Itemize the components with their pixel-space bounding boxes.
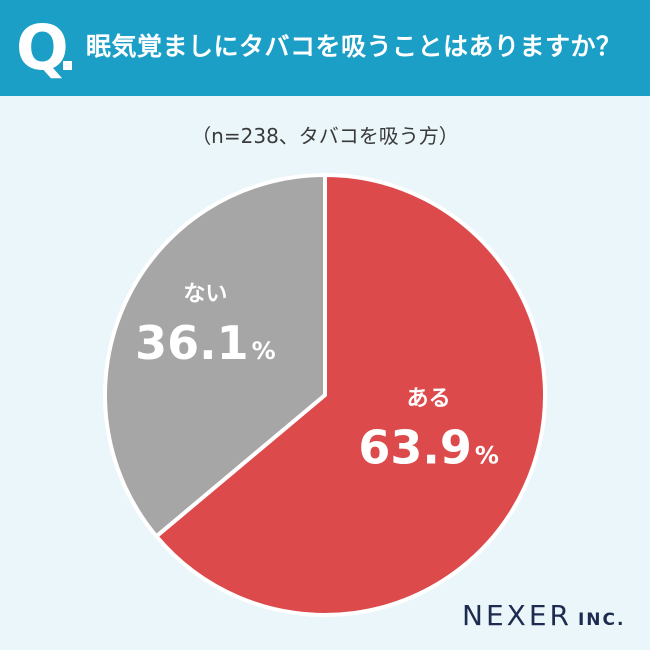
- slice-value-label: 36.1%: [135, 316, 276, 370]
- slice-category-label: ない: [183, 282, 227, 307]
- brand-suffix: INC.: [577, 610, 626, 630]
- question-header: Q 眠気覚ましにタバコを吸うことはありますか？: [0, 0, 650, 96]
- slice-value-label: 63.9%: [358, 420, 499, 474]
- sample-note: （n=238、タバコを吸う方）: [191, 124, 459, 148]
- slice-category-label: ある: [407, 386, 451, 411]
- pie-slice-yes: [154, 173, 547, 617]
- nexer-logo: NEXER INC.: [462, 598, 625, 638]
- pie-slice-no: [103, 173, 327, 539]
- brand-name: NEXER: [462, 599, 572, 632]
- question-text: 眠気覚ましにタバコを吸うことはありますか？: [86, 32, 622, 61]
- q-icon: Q: [16, 11, 69, 84]
- q-dot-icon: [63, 61, 72, 70]
